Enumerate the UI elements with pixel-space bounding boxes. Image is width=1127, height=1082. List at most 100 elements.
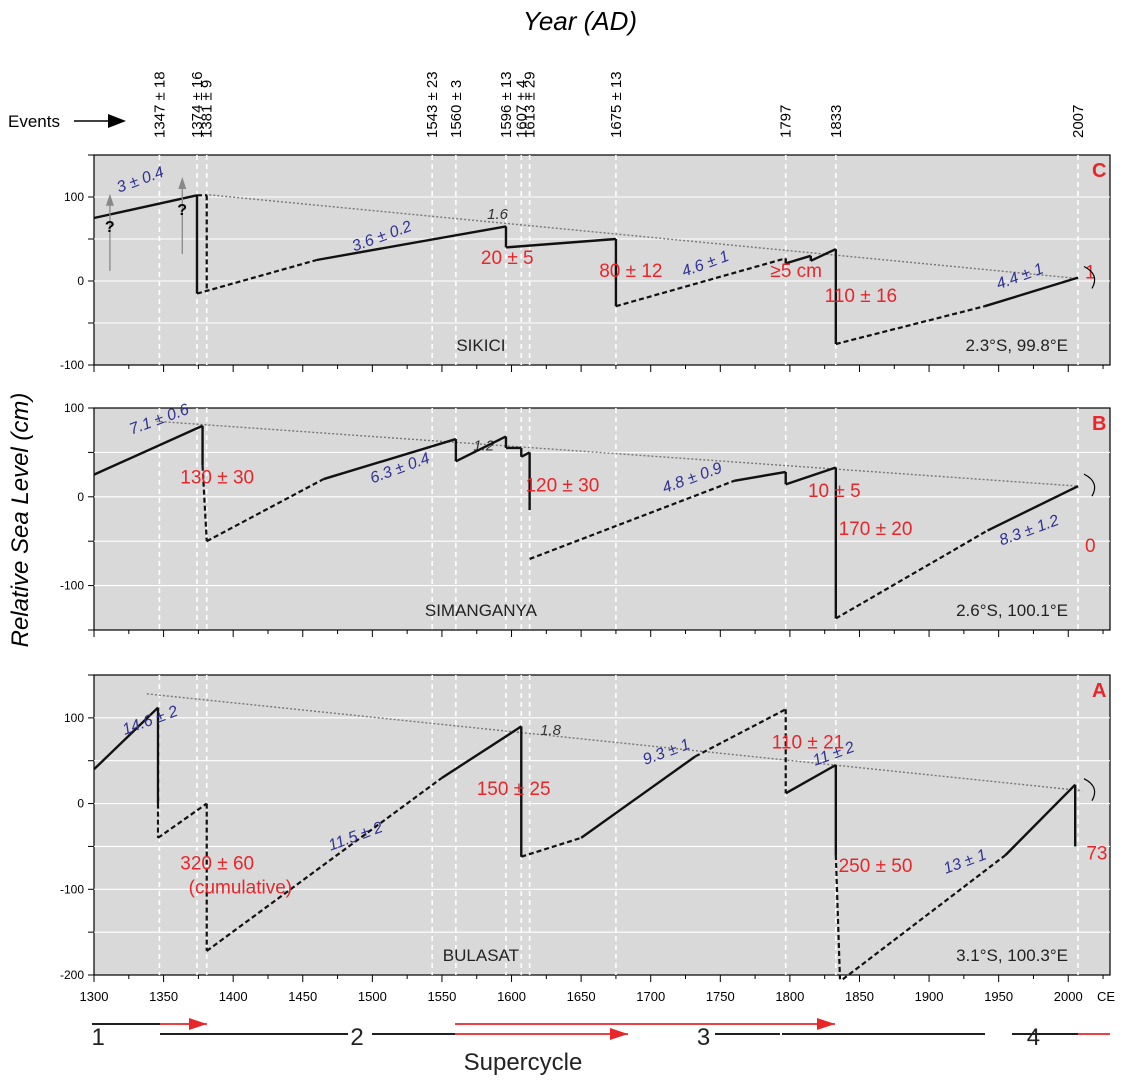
drop-label: 73 xyxy=(1086,843,1107,864)
supercycle-arrowhead xyxy=(189,1018,207,1030)
dashed-segment xyxy=(615,257,787,308)
dashed-segment xyxy=(157,802,208,839)
event-label: 1596 ± 13 xyxy=(498,71,515,138)
y-axis-title: Relative Sea Level (cm) xyxy=(7,393,34,648)
drop-label: 130 ± 30 xyxy=(180,467,254,488)
event-label: 1613 ± 29 xyxy=(522,71,539,138)
trend-rate-label: 1.6 xyxy=(487,206,509,223)
x-tick-label: 1550 xyxy=(427,989,456,1004)
solid-segment xyxy=(93,424,204,476)
x-tick-label: 1350 xyxy=(149,989,178,1004)
drop-label: 110 ± 16 xyxy=(825,286,897,307)
solid-segment xyxy=(785,254,812,265)
supercycle-number: 2 xyxy=(350,1024,363,1051)
solid-segment xyxy=(93,194,198,220)
drop-label: 10 ± 5 xyxy=(808,481,861,502)
x-tick-label: 1800 xyxy=(775,989,804,1004)
panel-letter: C xyxy=(1092,160,1106,182)
supercycle-arrowhead xyxy=(610,1028,628,1040)
solid-segment xyxy=(984,276,1079,308)
x-tick-label: 1300 xyxy=(80,989,109,1004)
solid-segment xyxy=(316,225,507,262)
question-mark: ? xyxy=(177,202,187,219)
x-tick-label: 1650 xyxy=(567,989,596,1004)
dashed-segment xyxy=(842,854,1007,981)
dashed-segment xyxy=(196,258,317,295)
trend-rate-label: 1.8 xyxy=(540,722,562,739)
supercycle-label: Supercycle xyxy=(464,1049,583,1076)
x-unit-label: CE xyxy=(1097,989,1115,1004)
panel-background xyxy=(93,154,1111,366)
x-tick-label: 1400 xyxy=(219,989,248,1004)
y-tick-label: 0 xyxy=(77,490,84,504)
x-tick-label: 1950 xyxy=(984,989,1013,1004)
panel-background xyxy=(93,674,1111,976)
supercycle-number: 3 xyxy=(697,1024,710,1051)
solid-segment xyxy=(93,706,159,771)
drop-label: 170 ± 20 xyxy=(839,519,913,540)
curved-pointer xyxy=(1083,778,1096,802)
event-label: 1560 ± 3 xyxy=(448,80,465,138)
supercycle-number: 4 xyxy=(1027,1024,1040,1051)
drop-label: 110 ± 21 xyxy=(772,733,844,754)
y-tick-label: 100 xyxy=(64,190,84,204)
drop-label: 320 ± 60 xyxy=(180,854,254,875)
drop-label: 20 ± 5 xyxy=(481,248,534,269)
drop-label: 0 xyxy=(1085,536,1096,557)
solid-segment xyxy=(455,435,507,463)
solid-segment xyxy=(810,247,837,262)
y-tick-label: 100 xyxy=(64,401,84,415)
y-tick-label: 100 xyxy=(64,711,84,725)
dashed-segment xyxy=(834,854,842,980)
events-arrow xyxy=(74,114,126,128)
solid-segment xyxy=(734,470,786,482)
drop-label: 120 ± 30 xyxy=(525,475,599,496)
panel-letter: A xyxy=(1092,680,1106,702)
x-tick-label: 1450 xyxy=(288,989,317,1004)
events-label: Events xyxy=(8,112,60,131)
solid-segment xyxy=(785,466,837,486)
trend-line xyxy=(146,693,1083,792)
y-tick-label: 0 xyxy=(77,797,84,811)
x-tick-label: 1500 xyxy=(358,989,387,1004)
solid-segment xyxy=(441,725,522,779)
drop-label: 1 xyxy=(1085,262,1096,283)
x-tick-label: 1750 xyxy=(706,989,735,1004)
solid-segment xyxy=(323,437,457,481)
question-arrow-head xyxy=(178,177,187,189)
site-name: SIKICI xyxy=(456,336,505,355)
panel-letter: B xyxy=(1092,413,1106,435)
dashed-segment xyxy=(206,776,443,952)
site-name: BULASAT xyxy=(443,946,519,965)
supercycle-number: 1 xyxy=(91,1024,104,1051)
event-label: 1381 ± 9 xyxy=(199,80,216,138)
panel-background xyxy=(93,407,1111,631)
x-tick-label: 1600 xyxy=(497,989,526,1004)
site-coordinates: 2.6°S, 100.1°E xyxy=(956,601,1068,620)
dashed-segment xyxy=(201,465,208,542)
solid-segment xyxy=(520,451,531,458)
x-tick-label: 2000 xyxy=(1054,989,1083,1004)
y-tick-label: 0 xyxy=(77,274,84,288)
site-coordinates: 2.3°S, 99.8°E xyxy=(966,336,1068,355)
dashed-segment xyxy=(694,708,787,758)
curved-pointer xyxy=(1083,265,1096,289)
event-label: 1543 ± 23 xyxy=(424,71,441,138)
question-arrow-head xyxy=(105,193,114,206)
solid-segment xyxy=(986,485,1079,532)
solid-segment xyxy=(1004,783,1077,856)
drop-label: ≥5 cm xyxy=(770,261,822,282)
event-label: 2007 xyxy=(1070,105,1087,138)
curved-pointer xyxy=(1083,473,1096,497)
y-tick-label: -200 xyxy=(60,968,84,982)
event-label: 1607 ± 4 xyxy=(513,80,530,138)
x-axis: 1300 1350 1400 1450 1500 1550 1600 1650 1700 1750… xyxy=(80,989,1083,1004)
dashed-segment xyxy=(529,479,735,560)
supercycle-arrowhead xyxy=(817,1018,835,1030)
solid-segment xyxy=(505,237,617,249)
